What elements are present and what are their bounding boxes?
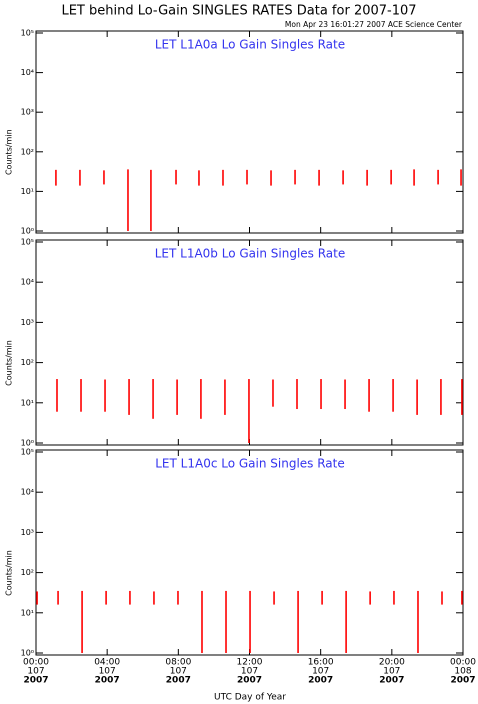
x-tick-day: 107 [312, 667, 329, 677]
x-tick-label: 20:00 [379, 658, 405, 668]
x-tick-label: 12:00 [237, 658, 263, 668]
x-tick-day: 107 [241, 667, 258, 677]
x-tick-year: 2007 [450, 676, 475, 686]
x-tick-label: 04:00 [94, 658, 120, 668]
y-tick-label: 10⁵ [21, 238, 34, 247]
y-tick-label: 10⁰ [21, 439, 34, 448]
y-tick-label: 10⁰ [21, 227, 34, 236]
y-tick-label: 10⁰ [21, 649, 34, 658]
x-tick-year: 2007 [379, 676, 404, 686]
x-tick-label: 00:00 [23, 658, 49, 668]
y-tick-label: 10² [21, 358, 34, 367]
y-tick-label: 10⁵ [21, 29, 34, 38]
y-tick-label: 10⁴ [21, 68, 34, 77]
x-tick-year: 2007 [95, 676, 120, 686]
panel-title: LET L1A0a Lo Gain Singles Rate [155, 38, 345, 52]
y-tick-label: 10³ [21, 108, 34, 117]
x-tick-year: 2007 [23, 676, 48, 686]
x-tick-day: 107 [99, 667, 116, 677]
y-tick-label: 10⁴ [21, 278, 34, 287]
y-tick-label: 10¹ [21, 398, 34, 407]
x-tick-label: 08:00 [165, 658, 191, 668]
page-title: LET behind Lo-Gain SINGLES RATES Data fo… [61, 4, 416, 19]
y-tick-label: 10² [21, 568, 34, 577]
x-tick-day: 107 [27, 667, 44, 677]
y-axis-label: Counts/min [5, 129, 14, 175]
y-tick-label: 10⁴ [21, 488, 34, 497]
x-tick-day: 108 [454, 667, 471, 677]
y-axis-label: Counts/min [5, 550, 14, 596]
y-axis-label: Counts/min [5, 340, 14, 386]
x-tick-label: 00:00 [450, 658, 476, 668]
x-tick-year: 2007 [237, 676, 262, 686]
y-tick-label: 10¹ [21, 608, 34, 617]
y-tick-label: 10³ [21, 528, 34, 537]
y-tick-label: 10⁵ [21, 448, 34, 457]
x-tick-year: 2007 [166, 676, 191, 686]
y-tick-label: 10² [21, 147, 34, 156]
panel-title: LET L1A0c Lo Gain Singles Rate [155, 457, 345, 471]
y-tick-label: 10¹ [21, 187, 34, 196]
x-tick-year: 2007 [308, 676, 333, 686]
x-tick-label: 16:00 [308, 658, 334, 668]
y-tick-label: 10³ [21, 318, 34, 327]
x-tick-day: 107 [170, 667, 187, 677]
panel-title: LET L1A0b Lo Gain Singles Rate [155, 247, 346, 261]
x-tick-day: 107 [383, 667, 400, 677]
x-axis-label: UTC Day of Year [214, 693, 286, 703]
timestamp: Mon Apr 23 16:01:27 2007 ACE Science Cen… [285, 20, 463, 29]
